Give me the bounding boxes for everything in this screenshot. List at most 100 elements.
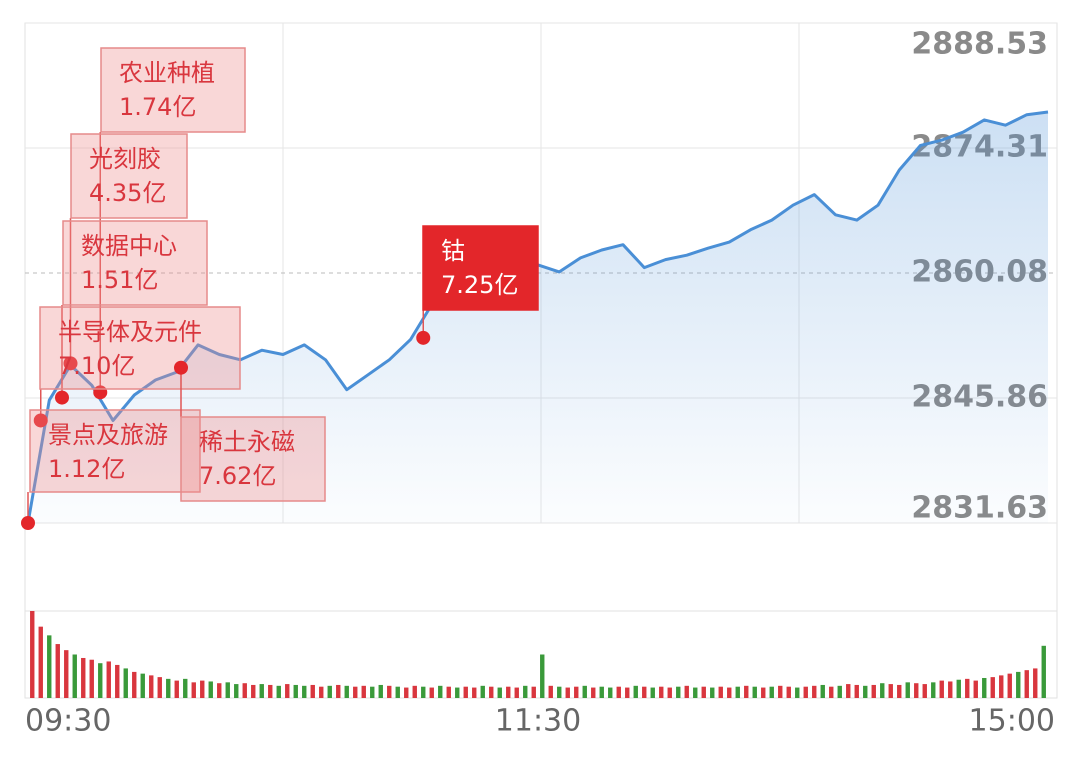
volume-bar [693, 687, 698, 698]
volume-bar [514, 687, 519, 698]
annotation-amount: 1.51亿 [81, 266, 158, 294]
volume-bar [72, 654, 77, 698]
volume-bar [735, 686, 740, 698]
volume-bar [1016, 671, 1021, 698]
volume-bar [667, 687, 672, 698]
volume-bar [718, 686, 723, 698]
volume-bar [140, 673, 145, 698]
volume-bar [914, 683, 919, 698]
volume-bar [846, 684, 851, 698]
volume-bar [353, 686, 358, 698]
volume-bar [684, 685, 689, 698]
volume-bar [752, 686, 757, 698]
volume-bar [183, 678, 188, 698]
volume-bar [98, 663, 103, 698]
annotation-box [62, 220, 208, 306]
annotation-box [180, 416, 326, 502]
volume-bar [744, 685, 749, 698]
volume-bar [480, 685, 485, 698]
volume-bar [259, 684, 264, 698]
volume-bar [633, 685, 638, 698]
volume-bar [650, 687, 655, 698]
volume-bar [225, 682, 230, 698]
volume-bar [888, 684, 893, 698]
volume-bar [939, 680, 944, 698]
volume-bar [557, 686, 562, 698]
volume-bar [905, 682, 910, 698]
volume-bar [336, 684, 341, 698]
volume-bar [438, 685, 443, 698]
volume-bar [778, 685, 783, 698]
volume-bar [812, 685, 817, 698]
volume-bar [769, 686, 774, 698]
x-tick-label: 09:30 [25, 704, 111, 739]
annotation-label: 光刻胶 [89, 145, 161, 173]
volume-bar [897, 684, 902, 698]
volume-bar [191, 682, 196, 698]
volume-bar [310, 684, 315, 698]
volume-bar [582, 685, 587, 698]
annotation-label: 半导体及元件 [58, 318, 202, 346]
volume-bar [472, 687, 477, 698]
volume-bar [81, 657, 86, 698]
volume-bar [863, 685, 868, 698]
annotation-label: 稀土永磁 [199, 428, 295, 456]
annotation-label: 农业种植 [119, 59, 215, 87]
volume-bar [982, 677, 987, 698]
volume-bar [55, 644, 60, 698]
annotation-amount: 7.10亿 [58, 352, 135, 380]
annotation-dot [63, 356, 78, 371]
volume-bar [463, 686, 468, 698]
annotation-amount: 1.12亿 [48, 455, 125, 483]
annotation-amount: 7.62亿 [199, 462, 276, 490]
volume-bar [327, 685, 332, 698]
volume-bar [837, 685, 842, 698]
volume-bar [548, 685, 553, 698]
volume-bar [659, 686, 664, 698]
volume-bar [293, 684, 298, 698]
volume-bar [1033, 668, 1038, 698]
annotation-amount: 7.25亿 [441, 271, 518, 299]
volume-bar [701, 686, 706, 698]
volume-bar [820, 684, 825, 698]
volume-bar [973, 680, 978, 698]
volume-bar [965, 678, 970, 698]
volume-bar [540, 654, 545, 698]
volume-bar [956, 679, 961, 698]
y-tick-label: 2888.53 [911, 27, 1048, 62]
annotation-label: 景点及旅游 [48, 421, 168, 449]
volume-bar [931, 682, 936, 698]
volume-bar [276, 685, 281, 698]
volume-bar [523, 685, 528, 698]
price-area [28, 112, 1048, 523]
volume-bar [489, 686, 494, 698]
volume-bar [166, 678, 171, 698]
annotation-label: 数据中心 [81, 232, 177, 260]
volume-bar [803, 686, 808, 698]
volume-bar [115, 664, 120, 698]
volume-bar [106, 661, 111, 698]
volume-bar [761, 687, 766, 698]
annotation-label: 钴 [441, 237, 465, 265]
volume-bar [157, 677, 162, 698]
volume-bar [727, 687, 732, 698]
volume-bar [38, 626, 43, 698]
volume-bar [1041, 645, 1046, 698]
volume-bar [361, 685, 366, 698]
volume-bar [599, 686, 604, 698]
volume-bar [234, 684, 239, 698]
volume-bar [174, 680, 179, 698]
annotation-box [70, 133, 188, 219]
x-tick-label: 11:30 [495, 704, 581, 739]
volume-bar [880, 683, 885, 698]
volume-bar [854, 684, 859, 698]
annotation-dot [21, 516, 35, 530]
volume-bar [676, 686, 681, 698]
volume-bar [948, 681, 953, 698]
volume-bar [123, 668, 128, 698]
volume-bar [208, 681, 213, 698]
volume-bar [302, 685, 307, 698]
volume-bar [47, 635, 52, 698]
volume-bar [616, 686, 621, 698]
volume-bar [285, 684, 290, 698]
